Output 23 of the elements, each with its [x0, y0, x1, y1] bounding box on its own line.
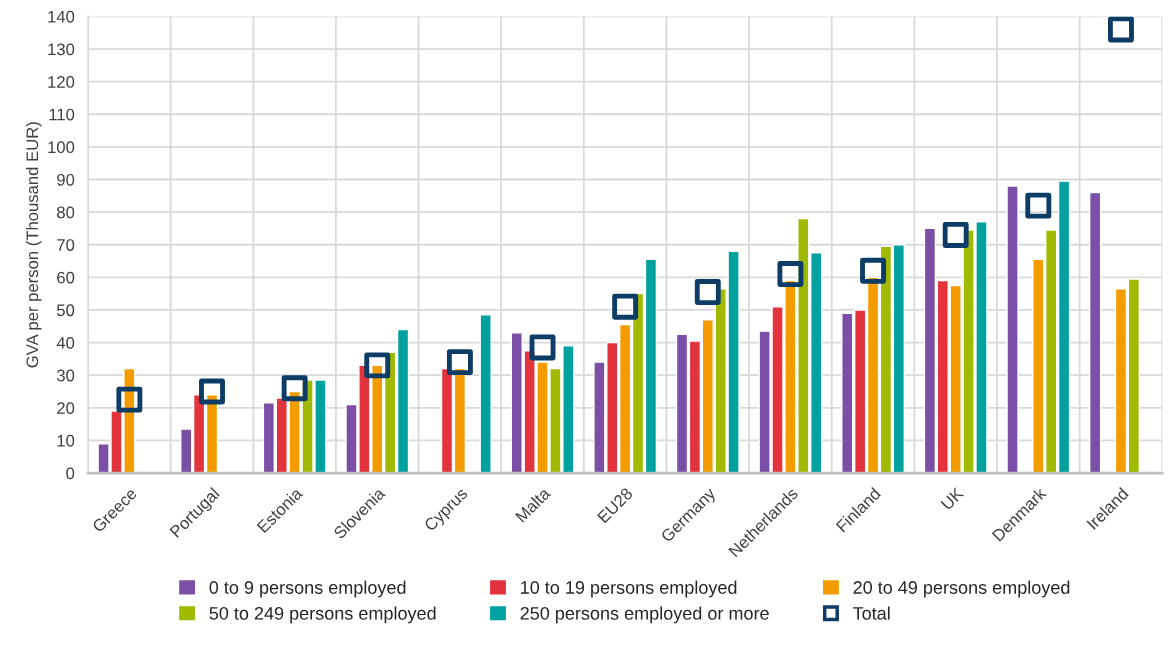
y-tick-label: 100 — [48, 141, 75, 154]
y-tick-label: 40 — [56, 336, 75, 349]
y-tick-label: 90 — [57, 173, 75, 186]
y-tick-label: 60 — [57, 271, 75, 284]
legend-label: 20 to 49 persons employed — [853, 580, 1070, 598]
y-tick-label: 110 — [49, 108, 75, 121]
legend-label: 50 to 249 persons employed — [209, 606, 436, 624]
y-tick-label: 120 — [48, 76, 75, 88]
y-axis-title: GVA per person (Thousand EUR) — [25, 122, 42, 368]
y-tick-label: 50 — [56, 304, 75, 317]
x-tick-label: UK — [940, 486, 965, 511]
y-tick-label: 130 — [48, 43, 75, 56]
y-tick-label: 10 — [57, 434, 75, 447]
y-tick-label: 0 — [66, 467, 75, 480]
y-tick-label: 140 — [48, 10, 75, 23]
y-tick-label: 80 — [57, 206, 75, 219]
legend-label: Total — [853, 606, 890, 620]
y-tick-label: 20 — [57, 402, 75, 415]
legend-label: 250 persons employed or more — [520, 606, 769, 624]
y-tick-label: 30 — [56, 369, 75, 382]
legend-label: 0 to 9 persons employed — [209, 580, 406, 598]
legend-label: 10 to 19 persons employed — [521, 580, 737, 598]
y-tick-label: 70 — [57, 239, 75, 251]
